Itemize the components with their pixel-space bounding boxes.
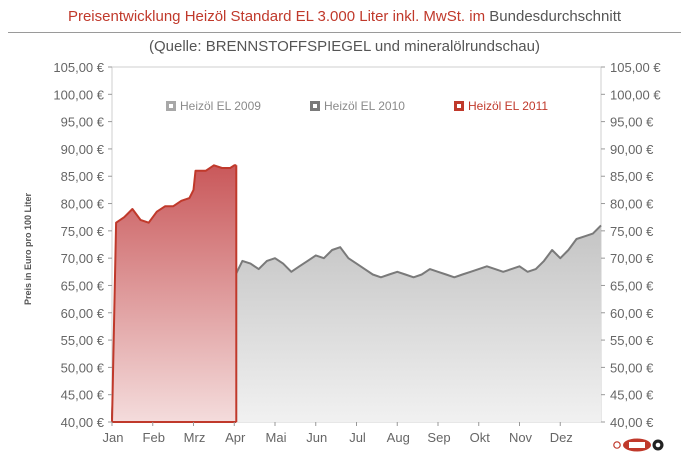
y-tick-label-right: 50,00 € — [610, 360, 654, 375]
y-tick-label-left: 45,00 € — [61, 388, 105, 403]
x-tick-label: Apr — [225, 430, 246, 445]
chart-title-main: Preisentwicklung Heizöl Standard EL 3.00… — [67, 8, 486, 25]
x-tick-label: Mai — [266, 430, 287, 445]
x-tick-label: Dez — [550, 430, 573, 445]
y-tick-label-right: 90,00 € — [610, 142, 654, 157]
y-tick-label-left: 65,00 € — [61, 278, 105, 293]
x-axis: Jan Feb Mrz Apr Mai Jun Jul Aug Sep Okt Nov Dez — [103, 422, 573, 445]
y-tick-label-right: 105,00 € — [610, 60, 661, 75]
title-divider — [8, 32, 681, 33]
legend-label: Heizöl EL 2009 — [180, 99, 261, 113]
chart-title-suffix: Bundesdurchschnitt — [489, 8, 622, 25]
y-axis-left: 40,00 € 45,00 € 50,00 € 55,00 € 60,00 € 65,00… — [53, 60, 112, 430]
y-tick-label-left: 100,00 € — [53, 87, 104, 102]
y-tick-label-left: 70,00 € — [61, 251, 105, 266]
y-tick-label-left: 85,00 € — [61, 169, 105, 184]
y-tick-label-left: 60,00 € — [61, 306, 105, 321]
y-tick-label-right: 65,00 € — [610, 278, 654, 293]
x-tick-label: Jun — [306, 430, 327, 445]
y-tick-label-right: 45,00 € — [610, 388, 654, 403]
y-tick-label-left: 105,00 € — [53, 60, 104, 75]
x-tick-label: Mrz — [184, 430, 206, 445]
y-tick-label-right: 40,00 € — [610, 415, 654, 430]
y-tick-label-left: 80,00 € — [61, 197, 105, 212]
legend-swatch-inner — [169, 104, 173, 108]
y-tick-label-right: 60,00 € — [610, 306, 654, 321]
y-tick-label-left: 50,00 € — [61, 360, 105, 375]
y-tick-label-left: 55,00 € — [61, 333, 105, 348]
y-tick-label-right: 70,00 € — [610, 251, 654, 266]
y-tick-label-left: 95,00 € — [61, 115, 105, 130]
legend-label: Heizöl EL 2010 — [324, 99, 405, 113]
chart-title: Preisentwicklung Heizöl Standard EL 3.00… — [0, 8, 689, 25]
y-tick-label-right: 100,00 € — [610, 87, 661, 102]
chart-subtitle: (Quelle: BRENNSTOFFSPIEGEL und mineralöl… — [149, 38, 540, 55]
x-tick-label: Aug — [387, 430, 410, 445]
series-2011-area — [112, 165, 237, 423]
y-tick-label-left: 90,00 € — [61, 142, 105, 157]
y-tick-label-left: 40,00 € — [61, 415, 105, 430]
legend-swatch-inner — [313, 104, 317, 108]
x-tick-label: Okt — [470, 430, 491, 445]
legend: Heizöl EL 2009 Heizöl EL 2010 Heizöl EL 20… — [166, 99, 548, 113]
y-tick-label-right: 55,00 € — [610, 333, 654, 348]
y-tick-label-left: 75,00 € — [61, 224, 105, 239]
x-tick-label: Jan — [103, 430, 124, 445]
x-tick-label: Feb — [143, 430, 165, 445]
legend-label: Heizöl EL 2011 — [468, 99, 548, 113]
series-layer — [111, 164, 602, 423]
y-tick-label-right: 85,00 € — [610, 169, 654, 184]
y-tick-label-right: 75,00 € — [610, 224, 654, 239]
y-tick-label-right: 95,00 € — [610, 115, 654, 130]
x-tick-label: Jul — [349, 430, 366, 445]
series-2011-line — [111, 164, 237, 423]
x-tick-label: Nov — [509, 430, 533, 445]
y-axis-label: Preis in Euro pro 100 Liter — [23, 192, 33, 305]
x-tick-label: Sep — [427, 430, 450, 445]
legend-swatch-inner — [457, 104, 461, 108]
y-axis-right: 40,00 € 45,00 € 50,00 € 55,00 € 60,00 € 65,00… — [601, 60, 661, 430]
heizoel-logo-icon — [613, 438, 664, 452]
y-tick-label-right: 80,00 € — [610, 197, 654, 212]
